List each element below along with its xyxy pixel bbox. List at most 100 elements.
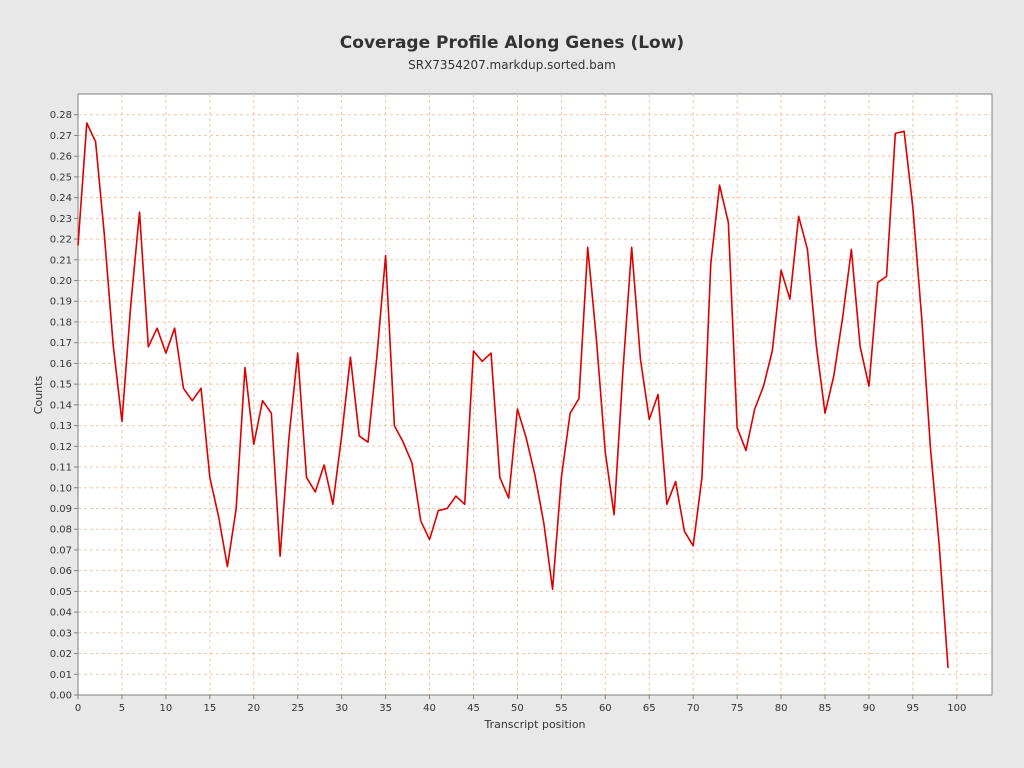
data-point: [709, 263, 712, 266]
data-point: [94, 140, 97, 143]
data-point: [498, 476, 501, 479]
data-point: [674, 480, 677, 483]
data-point: [920, 316, 923, 319]
data-point: [657, 393, 660, 396]
y-tick-label: 0.12: [50, 442, 72, 453]
x-tick-label: 85: [819, 703, 832, 714]
y-tick-label: 0.07: [50, 545, 72, 556]
data-point: [903, 130, 906, 133]
data-point: [384, 254, 387, 257]
y-tick-label: 0.05: [50, 587, 72, 598]
data-point: [428, 538, 431, 541]
y-tick-label: 0.08: [50, 525, 72, 536]
y-tick-label: 0.21: [50, 255, 72, 266]
x-tick-label: 35: [379, 703, 392, 714]
x-tick-label: 25: [291, 703, 304, 714]
data-point: [472, 350, 475, 353]
x-tick-label: 90: [863, 703, 876, 714]
data-point: [692, 544, 695, 547]
data-point: [490, 352, 493, 355]
data-point: [683, 530, 686, 533]
data-point: [191, 399, 194, 402]
y-tick-label: 0.04: [50, 608, 72, 619]
x-tick-label: 75: [731, 703, 744, 714]
y-tick-label: 0.24: [50, 193, 72, 204]
data-point: [455, 495, 458, 498]
data-point: [314, 491, 317, 494]
y-tick-label: 0.09: [50, 504, 72, 515]
data-point: [938, 544, 941, 547]
data-point: [85, 122, 88, 125]
axes: [77, 94, 992, 696]
data-point: [147, 345, 150, 348]
data-point: [947, 667, 950, 670]
x-tick-label: 80: [775, 703, 788, 714]
y-tick-label: 0.28: [50, 110, 72, 121]
data-point: [358, 435, 361, 438]
data-point: [718, 184, 721, 187]
x-tick-label: 5: [119, 703, 125, 714]
data-point: [112, 343, 115, 346]
data-point: [595, 339, 598, 342]
data-point: [323, 464, 326, 467]
data-point: [129, 304, 132, 307]
chart-subtitle: SRX7354207.markdup.sorted.bam: [408, 58, 616, 72]
data-point: [850, 248, 853, 251]
x-tick-label: 100: [947, 703, 966, 714]
x-tick-label: 50: [511, 703, 524, 714]
data-point: [630, 246, 633, 249]
y-tick-label: 0.15: [50, 380, 72, 391]
data-point: [868, 385, 871, 388]
data-point: [463, 503, 466, 506]
data-point: [481, 360, 484, 363]
data-point: [797, 215, 800, 218]
data-point: [235, 507, 238, 510]
y-tick-label: 0.27: [50, 131, 72, 142]
data-point: [279, 555, 282, 558]
data-point: [771, 350, 774, 353]
data-point: [402, 441, 405, 444]
y-tick-label: 0.18: [50, 317, 72, 328]
data-point: [534, 474, 537, 477]
y-tick-label: 0.13: [50, 421, 72, 432]
data-point: [296, 352, 299, 355]
data-point: [832, 374, 835, 377]
data-point: [261, 399, 264, 402]
x-axis-label: Transcript position: [483, 718, 585, 731]
y-tick-label: 0.23: [50, 214, 72, 225]
data-point: [156, 327, 159, 330]
plot-area: [77, 93, 993, 696]
x-tick-label: 20: [247, 703, 260, 714]
y-tick-label: 0.11: [50, 463, 72, 474]
y-tick-label: 0.22: [50, 235, 72, 246]
y-tick-label: 0.25: [50, 172, 72, 183]
data-point: [788, 298, 791, 301]
y-tick-label: 0.06: [50, 566, 72, 577]
x-axis-ticks: 0 5 10 15 20 25 30 35 40 45 50 55 60 65 70 75 80 85 90 95 10…: [75, 695, 966, 714]
series-line: [77, 122, 949, 669]
data-point: [639, 358, 642, 361]
data-point: [542, 522, 545, 525]
data-point: [621, 370, 624, 373]
data-point: [885, 275, 888, 278]
data-point: [121, 420, 124, 423]
x-tick-label: 40: [423, 703, 436, 714]
data-point: [525, 437, 528, 440]
y-tick-label: 0.00: [50, 691, 72, 702]
data-point: [586, 246, 589, 249]
x-tick-label: 0: [75, 703, 81, 714]
data-point: [367, 441, 370, 444]
data-point: [701, 476, 704, 479]
data-point: [173, 327, 176, 330]
series-layer: [77, 122, 950, 670]
data-point: [727, 221, 730, 224]
x-tick-label: 45: [467, 703, 480, 714]
data-point: [745, 449, 748, 452]
data-point: [270, 412, 273, 415]
grid-lines: [78, 94, 992, 695]
data-point: [929, 447, 932, 450]
y-tick-label: 0.10: [50, 483, 72, 494]
data-point: [164, 352, 167, 355]
